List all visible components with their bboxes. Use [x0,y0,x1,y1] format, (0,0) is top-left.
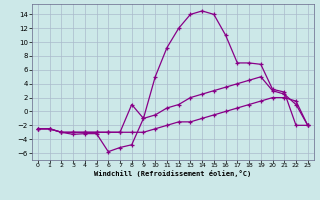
X-axis label: Windchill (Refroidissement éolien,°C): Windchill (Refroidissement éolien,°C) [94,170,252,177]
